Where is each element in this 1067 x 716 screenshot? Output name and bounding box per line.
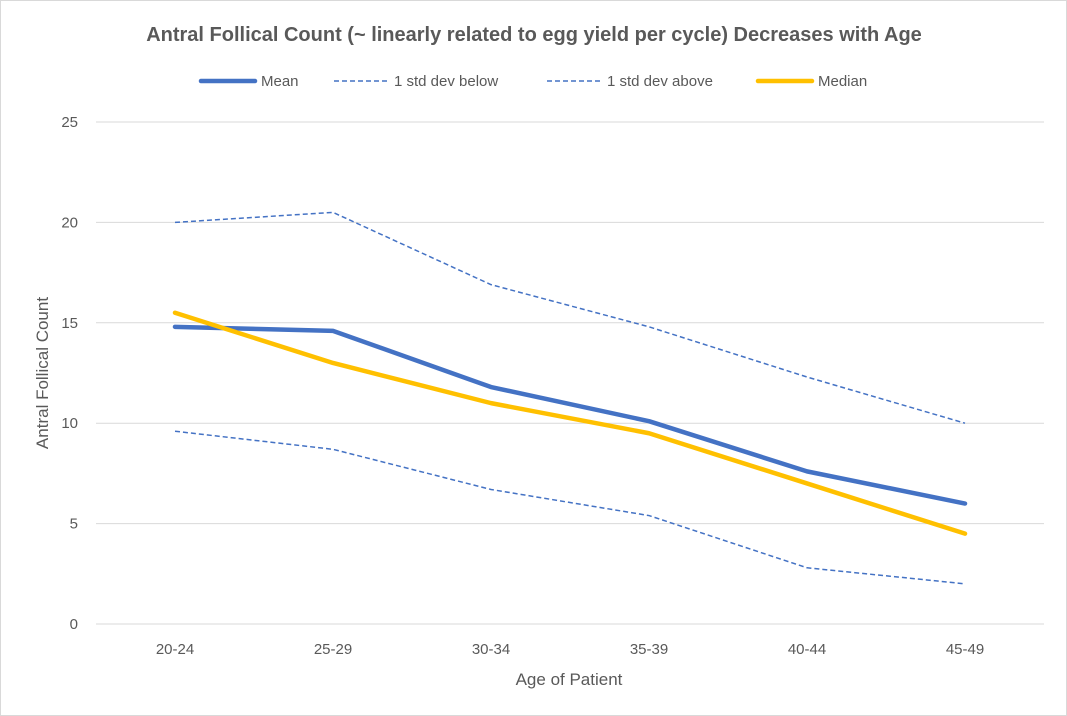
legend-item-1-std-dev-above: 1 std dev above [547,73,713,90]
y-tick-label: 25 [61,114,78,131]
y-tick-label: 15 [61,315,78,332]
x-tick-label: 45-49 [946,641,984,658]
y-tick-label: 0 [70,616,78,633]
gridlines [96,121,1044,625]
legend-item-median: Median [755,73,867,90]
y-axis-ticks: 0 5 10 15 20 25 [61,114,78,633]
x-tick-label: 40-44 [788,641,826,658]
x-axis-title: Age of Patient [516,670,623,689]
legend-label: 1 std dev below [394,73,498,90]
chart-title: Antral Follical Count (~ linearly relate… [146,24,922,46]
series-lines [172,211,968,585]
series-line-median [172,310,968,536]
series-line-1-std-dev-above [174,211,966,424]
series-line-mean [172,324,968,506]
x-tick-label: 35-39 [630,641,668,658]
x-axis-ticks: 20-24 25-29 30-34 35-39 40-44 45-49 [156,641,984,658]
legend-label: Median [818,73,867,90]
y-tick-label: 5 [70,516,78,533]
x-tick-label: 30-34 [472,641,510,658]
series-line-1-std-dev-below [174,430,966,585]
y-tick-label: 20 [61,214,78,231]
legend-label: 1 std dev above [607,73,713,90]
legend-item-1-std-dev-below: 1 std dev below [334,73,498,90]
legend: Mean 1 std dev below 1 std dev above Median [198,73,867,90]
y-tick-label: 10 [61,415,78,432]
x-tick-label: 25-29 [314,641,352,658]
legend-label: Mean [261,73,299,90]
y-axis-title: Antral Follical Count [33,297,52,449]
x-tick-label: 20-24 [156,641,194,658]
legend-item-mean: Mean [198,73,299,90]
